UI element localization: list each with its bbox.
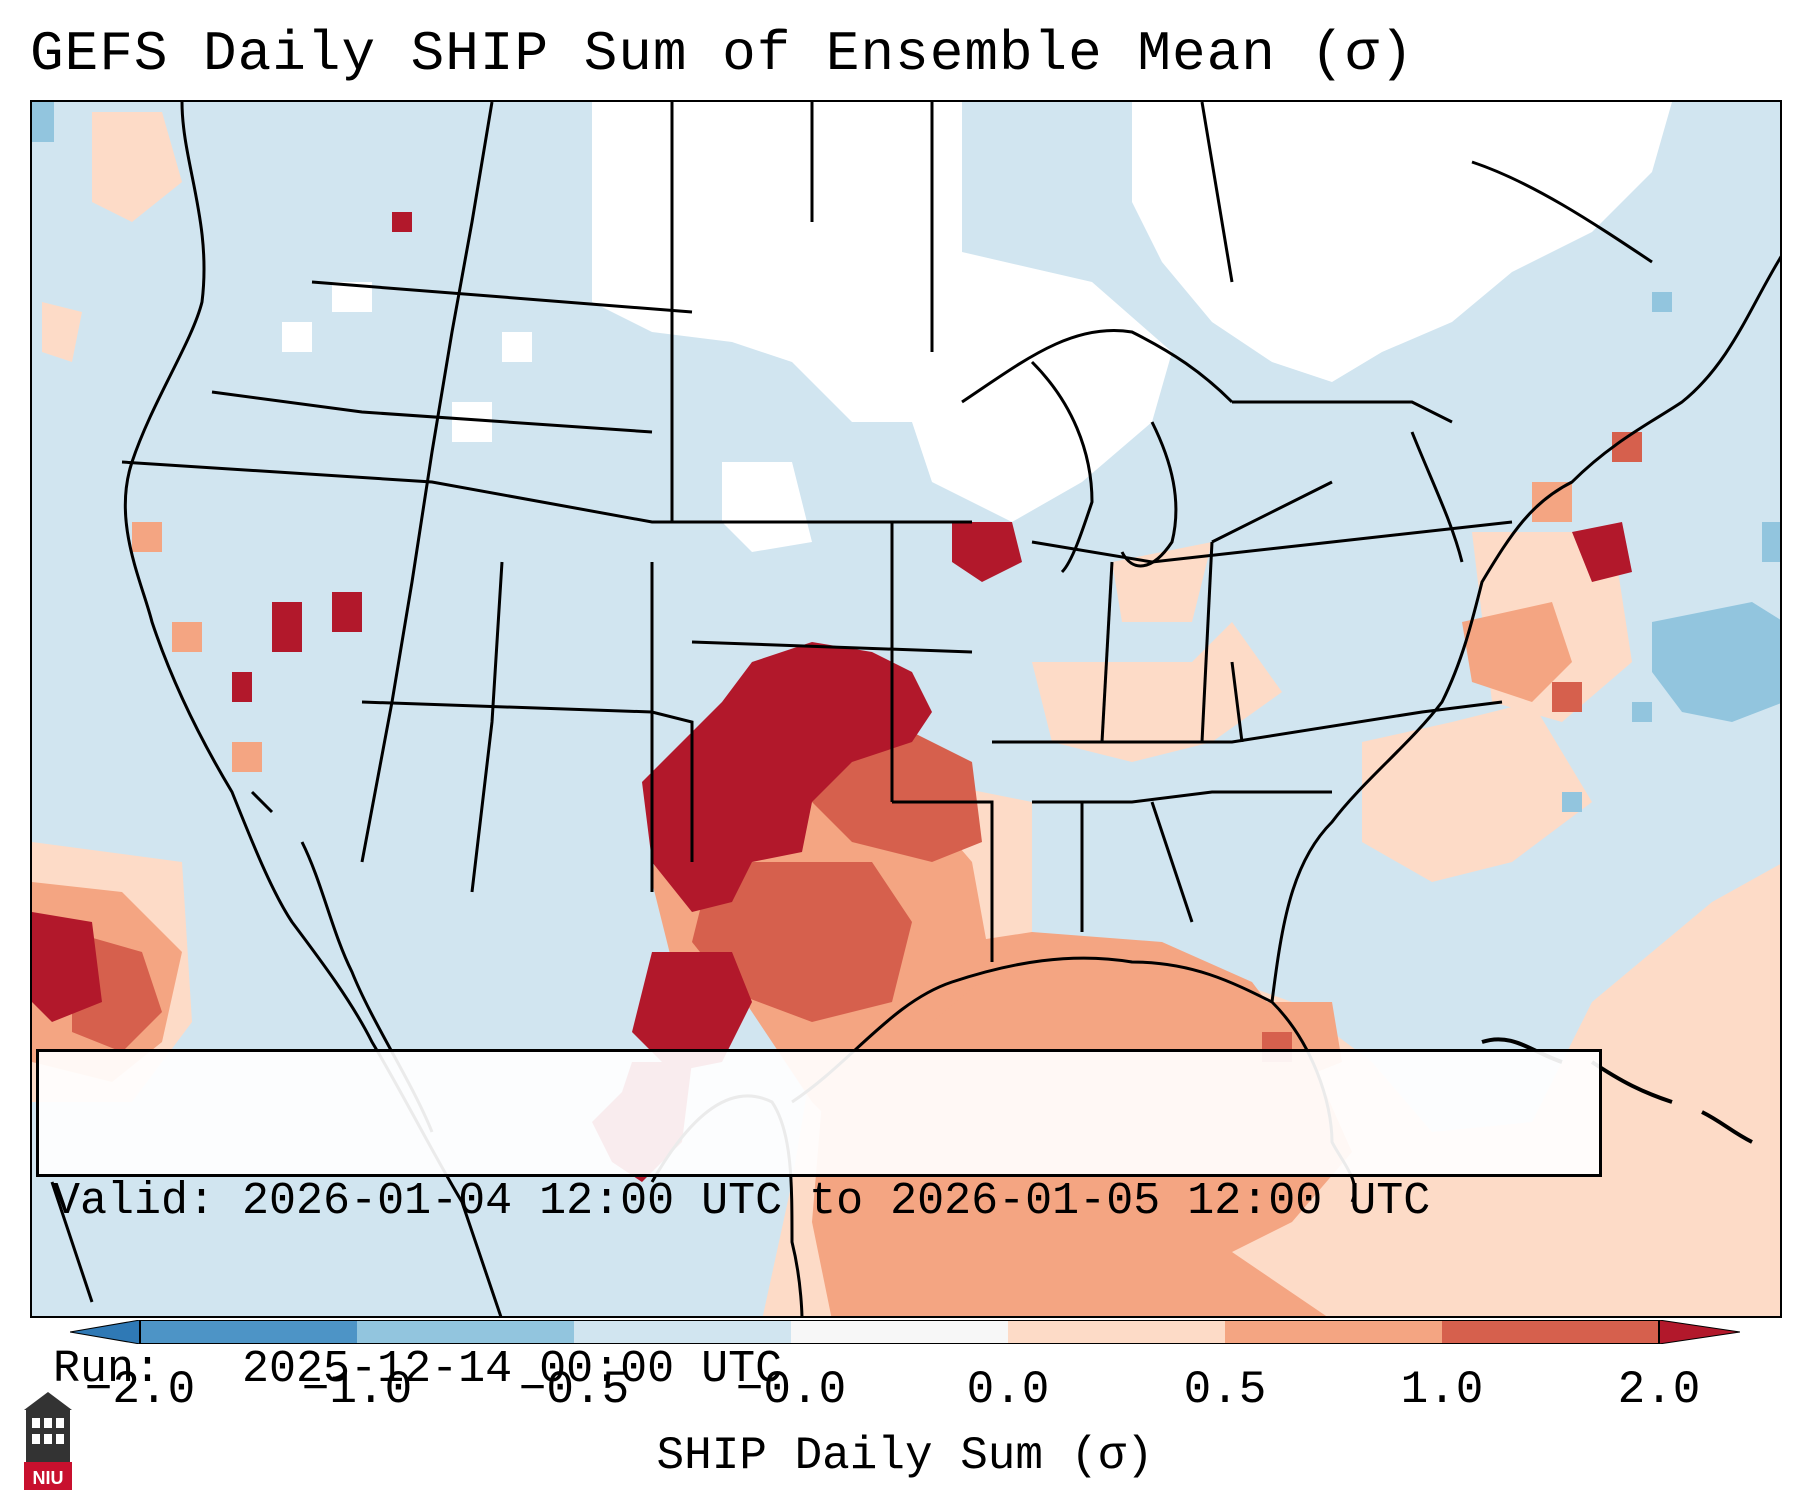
colorbar-over-arrow — [1658, 1320, 1740, 1344]
colorbar-tick: 0.0 — [966, 1364, 1050, 1416]
run-value: 2025-12-14 00:00 UTC — [242, 1344, 783, 1395]
colorbar-bin — [1225, 1320, 1442, 1344]
colorbar-tick: −2.0 — [84, 1364, 196, 1416]
logo-text: NIU — [33, 1468, 64, 1488]
colorbar-bin — [1008, 1320, 1225, 1344]
chart-title: GEFS Daily SHIP Sum of Ensemble Mean (σ) — [30, 22, 1415, 86]
run-line: Run: 2025-12-14 00:00 UTC — [53, 1342, 1599, 1398]
colorbar-tick: 1.0 — [1400, 1364, 1484, 1416]
validity-info-box: Valid: 2026-01-04 12:00 UTC to 2026-01-0… — [36, 1049, 1602, 1395]
colorbar-bin — [1442, 1320, 1659, 1344]
colorbar-bin — [357, 1320, 574, 1344]
niu-logo-icon: NIU — [24, 1392, 72, 1490]
positive-extreme-areas — [32, 212, 1632, 1182]
valid-value: 2026-01-04 12:00 UTC to 2026-01-05 12:00… — [242, 1176, 1431, 1227]
colorbar-under-arrow — [70, 1320, 141, 1344]
negative-areas — [32, 102, 1780, 812]
colorbar-tick: −0.0 — [735, 1364, 847, 1416]
colorbar-tick: −0.5 — [518, 1364, 630, 1416]
near-zero-areas — [282, 102, 1672, 552]
run-label: Run: — [53, 1344, 162, 1395]
colorbar-label: SHIP Daily Sum (σ) — [656, 1430, 1154, 1482]
colorbar-bin — [574, 1320, 791, 1344]
valid-line: Valid: 2026-01-04 12:00 UTC to 2026-01-0… — [53, 1174, 1599, 1230]
colorbar-tick: −1.0 — [301, 1364, 413, 1416]
colorbar — [70, 1320, 1740, 1344]
colorbar-bin — [140, 1320, 357, 1344]
valid-label: Valid: — [53, 1176, 216, 1227]
borders — [50, 102, 1780, 1316]
colorbar-bin — [791, 1320, 1008, 1344]
colorbar-tick: 2.0 — [1617, 1364, 1701, 1416]
colorbar-tick: 0.5 — [1183, 1364, 1267, 1416]
